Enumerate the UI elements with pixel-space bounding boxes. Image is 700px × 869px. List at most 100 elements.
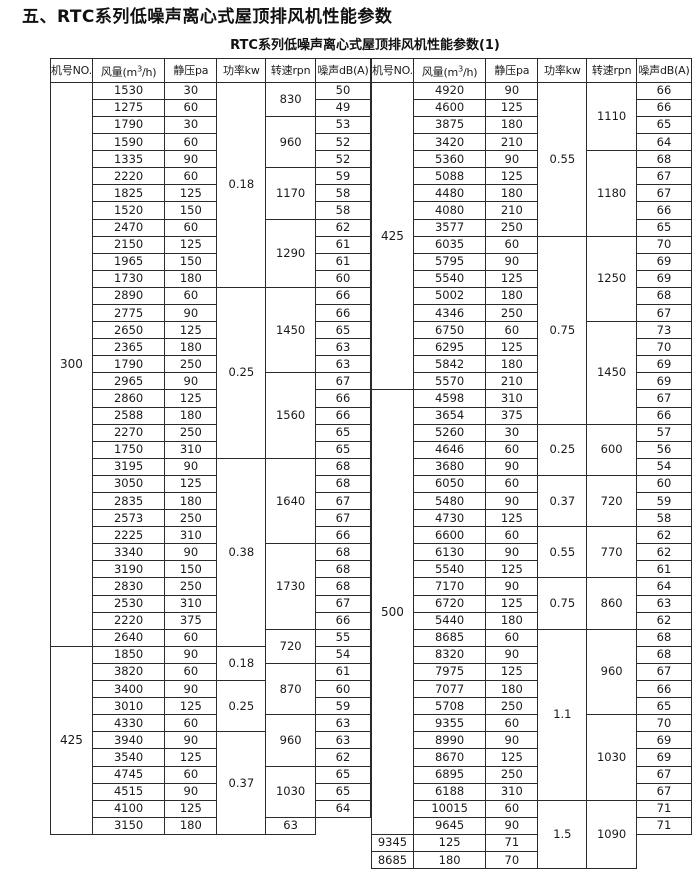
cell-flow: 2150 [91,235,166,254]
cell-speed: 1250 [586,235,637,323]
cell-pressure: 125 [164,697,218,716]
cell-pressure: 60 [485,321,539,340]
cell-model: 425 [50,645,93,835]
table-row: 1590 60 52 [51,133,372,152]
cell-power: 1.1 [537,628,588,801]
cell-flow: 3400 [91,680,166,699]
column-header-noise: 噪声dB(A) [314,58,372,83]
cell-noise: 63 [314,338,372,357]
table-row: 3540 125 62 [51,748,372,767]
cell-pressure: 90 [485,150,539,169]
table-row: 1825 125 58 [51,184,372,203]
cell-flow: 2775 [91,303,166,323]
flow-unit: (m3/h) [122,64,157,79]
cell-pressure: 125 [164,235,218,254]
cell-speed: 1030 [586,714,637,801]
cell-flow: 2965 [91,372,166,391]
cell-pressure: 90 [485,457,539,476]
cell-pressure: 125 [485,594,539,613]
cell-power: 0.25 [537,423,588,476]
cell-pressure: 125 [485,748,539,767]
cell-noise: 68 [314,577,372,596]
cell-noise: 68 [635,286,693,305]
cell-flow: 1590 [91,133,166,152]
cell-pressure: 125 [485,509,539,528]
cell-pressure: 90 [164,645,218,664]
cell-power: 1.5 [537,799,588,869]
cell-pressure: 90 [164,543,218,562]
cell-flow: 4480 [412,184,487,203]
cell-noise: 66 [314,406,372,425]
table-row: 500 4598 310 67 [371,389,693,835]
column-header-pressure: 静压pa [485,58,539,83]
cell-noise: 71 [485,833,539,852]
cell-noise: 71 [635,799,693,818]
cell-noise: 62 [635,611,693,630]
cell-pressure: 180 [485,611,539,630]
cell-speed: 860 [586,577,637,630]
table-row: 5440 180 62 [372,611,693,630]
table-row: 3654 375 66 [372,406,693,425]
table-body-left: 300 1530 30 0.18 830 50 1275 60 49 1790 30 960 53 159… [50,81,372,835]
cell-flow: 2220 [91,167,166,186]
table-row: 6600 60 0.55 770 62 [372,526,693,579]
performance-table-right: 机号NO. 风量(m3/h) 静压pa 功率kw 转速rpn 噪声dB(A) 4… [371,58,693,869]
table-row: 3190 150 68 [51,560,372,579]
table-row: 2573 250 67 [51,509,372,528]
cell-pressure: 250 [485,765,539,784]
cell-noise: 67 [635,782,693,801]
flow-label: 风量 [421,65,444,79]
cell-pressure: 125 [164,184,218,203]
cell-flow: 3680 [412,457,487,476]
cell-pressure: 30 [485,423,539,442]
cell-pressure: 90 [485,645,539,664]
cell-pressure: 60 [164,765,218,784]
cell-speed: 830 [265,81,316,117]
cell-flow: 3190 [91,560,166,579]
cell-pressure: 180 [164,816,218,835]
cell-flow: 2830 [91,577,166,596]
cell-noise: 69 [635,731,693,750]
cell-noise: 54 [635,457,693,476]
table-row: 4646 60 56 [372,440,693,459]
table-row: 5795 90 69 [372,252,693,271]
cell-pressure: 90 [164,680,218,699]
cell-noise: 65 [635,218,693,237]
table-row: 3400 90 0.25 60 [51,680,372,733]
cell-flow: 8685 [412,628,487,647]
table-row: 3010 125 59 [51,697,372,716]
cell-speed: 1030 [265,765,316,818]
cell-speed: 770 [586,526,637,579]
cell-flow: 2640 [91,628,166,647]
cell-flow: 8320 [412,645,487,664]
table-row: 3820 60 870 61 [51,662,372,716]
table-row: 9645 90 71 [372,816,693,835]
cell-pressure: 90 [164,782,218,801]
table-row: 7077 180 66 [372,680,693,699]
cell-flow: 9345 [371,833,414,852]
cell-flow: 4745 [91,765,166,784]
cell-noise: 67 [314,509,372,528]
cell-pressure: 125 [485,98,539,117]
cell-noise: 66 [635,201,693,220]
cell-flow: 3940 [91,731,166,750]
table-row: 5088 125 67 [372,167,693,186]
cell-pressure: 125 [164,321,218,340]
cell-speed: 1290 [265,218,316,288]
cell-noise: 66 [635,98,693,117]
cell-pressure: 125 [485,269,539,288]
cell-noise: 64 [635,577,693,596]
cell-pressure: 180 [164,269,218,288]
cell-flow: 4515 [91,782,166,801]
cell-speed: 960 [265,115,316,169]
cell-pressure: 250 [485,697,539,716]
cell-noise: 65 [314,765,372,784]
cell-noise: 52 [314,150,372,169]
table-row: 4600 125 66 [372,98,693,117]
page-title: 五、RTC系列低噪声离心式屋顶排风机性能参数 [22,7,393,27]
cell-pressure: 90 [164,731,218,750]
cell-speed: 1170 [265,167,316,220]
cell-flow: 5540 [412,269,487,288]
cell-noise: 66 [314,303,372,323]
cell-flow: 2860 [91,389,166,408]
